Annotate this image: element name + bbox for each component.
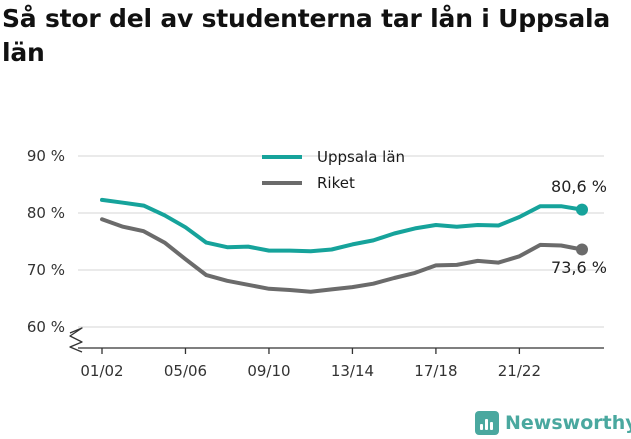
series-line-riket xyxy=(100,217,584,294)
chart-title: Så stor del av studenterna tar lån i Upp… xyxy=(2,4,611,67)
newsworthy-logo: Newsworthy xyxy=(475,408,631,438)
x-tick-label: 05/06 xyxy=(164,362,207,380)
y-tick-label: 60 % xyxy=(27,318,65,336)
axes: 60 % 70 % 80 % 90 % 01/02 05/06 09/10 13/14 17/1… xyxy=(27,147,604,380)
series-lines xyxy=(100,197,588,294)
series-end-marker xyxy=(576,243,588,256)
x-tick-label: 13/14 xyxy=(331,362,374,380)
legend: Uppsala län Riket xyxy=(262,148,405,192)
y-axis-break xyxy=(69,327,83,353)
x-tick-label: 17/18 xyxy=(414,362,457,380)
brand-name: Newsworthy xyxy=(505,412,631,434)
legend-label: Riket xyxy=(317,174,355,192)
y-tick-label: 90 % xyxy=(27,147,65,165)
series-end-marker xyxy=(576,203,588,216)
x-tick-label: 09/10 xyxy=(247,362,290,380)
bar-chart-icon xyxy=(475,411,499,435)
series-line-uppsala xyxy=(100,197,584,254)
end-value-label: 80,6 % xyxy=(551,177,607,196)
x-tick-label: 21/22 xyxy=(498,362,541,380)
legend-label: Uppsala län xyxy=(317,148,405,166)
x-tick-label: 01/02 xyxy=(80,362,123,380)
end-labels: 80,6 % 73,6 % xyxy=(551,177,607,277)
end-value-label: 73,6 % xyxy=(551,258,607,277)
y-tick-label: 70 % xyxy=(27,261,65,279)
grid-lines xyxy=(78,155,604,328)
y-tick-label: 80 % xyxy=(27,204,65,222)
